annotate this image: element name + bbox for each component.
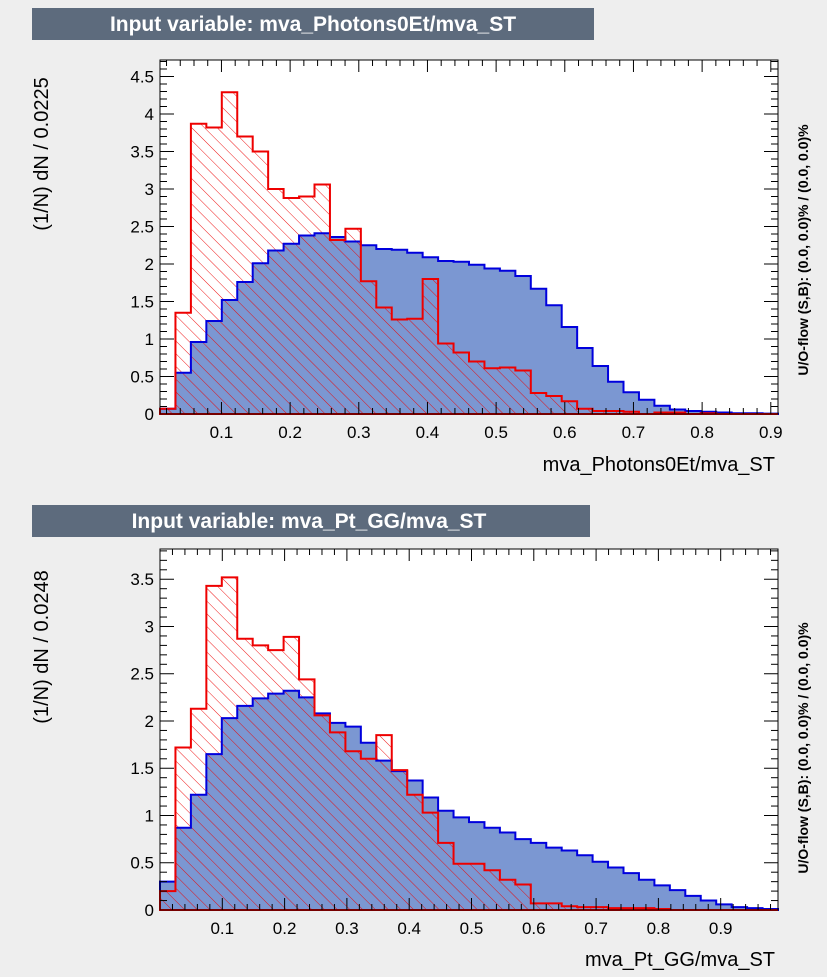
y-axis-label: (1/N) dN / 0.0225 [31, 77, 53, 230]
overflow-label: U/O-flow (S,B): (0.0, 0.0)% / (0.0, 0.0)… [795, 124, 811, 376]
y-tick-label: 3 [145, 617, 154, 636]
y-tick-label: 1 [145, 330, 154, 349]
y-tick-label: 3 [145, 180, 154, 199]
x-tick-label: 0.9 [709, 919, 733, 938]
x-tick-label: 0.6 [522, 919, 546, 938]
x-tick-label: 0.6 [553, 423, 577, 442]
x-tick-label: 0.1 [210, 919, 234, 938]
x-tick-label: 0.5 [484, 423, 508, 442]
x-tick-label: 0.5 [460, 919, 484, 938]
y-tick-label: 0 [145, 901, 154, 920]
y-tick-label: 0 [145, 405, 154, 424]
y-tick-label: 3.5 [130, 143, 154, 162]
y-tick-label: 2.5 [130, 665, 154, 684]
x-tick-label: 0.3 [347, 423, 371, 442]
x-tick-label: 0.3 [335, 919, 359, 938]
y-tick-label: 0.5 [130, 854, 154, 873]
chart-title: Input variable: mva_Photons0Et/mva_ST [110, 13, 516, 36]
y-tick-label: 4.5 [130, 68, 154, 87]
y-tick-label: 4 [145, 105, 154, 124]
background-histogram-hatch [160, 92, 778, 414]
x-tick-label: 0.4 [416, 423, 440, 442]
y-tick-label: 2.5 [130, 218, 154, 237]
signal-histogram-line [159, 232, 779, 415]
y-tick-label: 1.5 [130, 293, 154, 312]
x-tick-label: 0.7 [622, 423, 646, 442]
y-axis-label: (1/N) dN / 0.0248 [31, 570, 53, 723]
chart-title: Input variable: mva_Pt_GG/mva_ST [132, 510, 487, 533]
background-histogram-line [159, 576, 778, 911]
background-histogram-hatch [160, 577, 778, 910]
y-tick-label: 3.5 [130, 570, 154, 589]
title-banner [32, 505, 590, 537]
y-tick-label: 2 [145, 712, 154, 731]
title-banner [32, 8, 594, 40]
x-axis-label: mva_Photons0Et/mva_ST [543, 454, 775, 476]
x-tick-label: 0.2 [278, 423, 302, 442]
chart-panel-pt-gg: Input variable: mva_Pt_GG/mva_ST 0.1 0.2 0.… [31, 505, 811, 971]
y-tick-label: 1.5 [130, 759, 154, 778]
plot-frame [159, 548, 779, 911]
x-tick-label: 0.1 [210, 423, 234, 442]
x-tick-label: 0.8 [690, 423, 714, 442]
x-tick-label: 0.2 [273, 919, 297, 938]
y-tick-label: 2 [145, 255, 154, 274]
y-tick-label: 1 [145, 806, 154, 825]
signal-histogram-line [159, 689, 779, 911]
x-axis-label: mva_Pt_GG/mva_ST [585, 949, 775, 971]
overflow-label: U/O-flow (S,B): (0.0, 0.0)% / (0.0, 0.0)… [795, 622, 811, 874]
chart-panel-photons0et: Input variable: mva_Photons0Et/mva_ST 0.1… [31, 8, 811, 476]
x-tick-label: 0.4 [397, 919, 421, 938]
y-tick-label: 0.5 [130, 368, 154, 387]
x-tick-label: 0.7 [584, 919, 608, 938]
x-tick-label: 0.9 [759, 423, 783, 442]
x-tick-label: 0.8 [647, 919, 671, 938]
